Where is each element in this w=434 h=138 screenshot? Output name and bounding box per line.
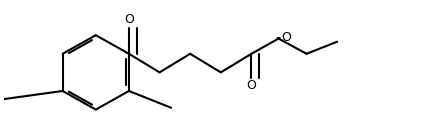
- Text: O: O: [247, 79, 256, 92]
- Text: O: O: [124, 13, 134, 26]
- Text: O: O: [282, 31, 292, 44]
